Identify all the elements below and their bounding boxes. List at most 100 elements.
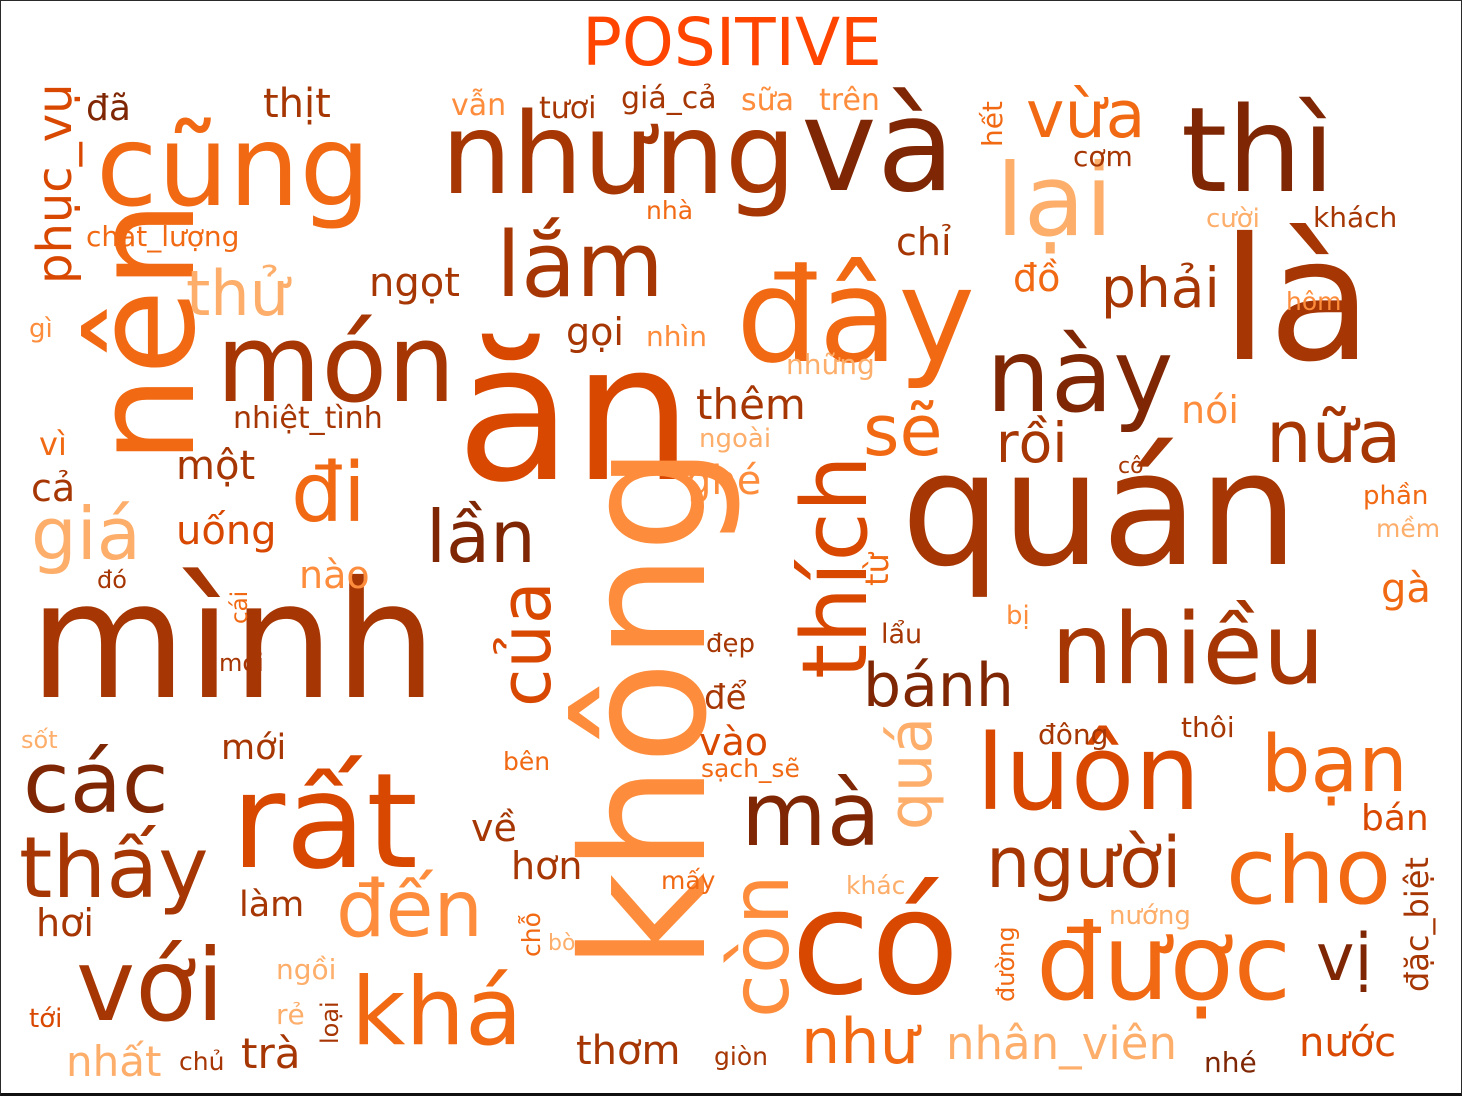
- word: nhiệt_tình: [233, 401, 383, 436]
- word: một: [176, 443, 256, 489]
- word: thôi: [1181, 711, 1235, 744]
- word: nào: [299, 553, 370, 597]
- word: các: [23, 734, 169, 833]
- word: chỉ: [896, 220, 952, 264]
- word: cả: [31, 466, 76, 510]
- word: từ: [858, 553, 896, 587]
- word: nhân_viên: [946, 1017, 1177, 1070]
- word: trà: [241, 1029, 301, 1078]
- word: vẫn: [451, 88, 507, 123]
- word: mới: [221, 728, 287, 768]
- word: chất_lượng: [86, 220, 240, 253]
- word: hôm: [1286, 287, 1342, 316]
- word: chủ: [179, 1047, 225, 1076]
- word: đến: [336, 865, 483, 955]
- word: đồ: [1013, 256, 1061, 300]
- word: sẽ: [863, 390, 943, 472]
- word: mà: [741, 763, 881, 866]
- word: cười: [1206, 204, 1260, 234]
- word: tươi: [539, 91, 597, 126]
- word: hơi: [36, 901, 94, 945]
- word: đông: [1038, 718, 1109, 751]
- word: nướng: [1109, 901, 1191, 931]
- word: cơm: [1073, 140, 1133, 173]
- word: là: [1221, 202, 1373, 400]
- word: bò: [548, 931, 576, 956]
- word: nhiều: [1051, 593, 1325, 707]
- word: lần: [426, 495, 536, 579]
- word: như: [801, 1005, 919, 1078]
- word: bị: [1006, 601, 1030, 631]
- word: giá: [31, 492, 141, 576]
- word: ngồi: [276, 953, 337, 986]
- word: vị: [1316, 921, 1373, 996]
- word: đó: [97, 566, 127, 594]
- word: sữa: [741, 83, 795, 118]
- word: cái: [227, 590, 253, 624]
- word: chỗ: [517, 912, 546, 958]
- word: cho: [1226, 818, 1392, 925]
- word: bên: [503, 747, 551, 776]
- word: phục_vụ: [27, 83, 83, 284]
- word: để: [704, 678, 747, 718]
- word: nước: [1299, 1020, 1397, 1066]
- word: giá_cả: [621, 81, 717, 116]
- word: lại: [996, 142, 1113, 259]
- word: gọi: [566, 310, 624, 354]
- word: khách: [1313, 201, 1398, 234]
- word: vừa: [1026, 78, 1146, 153]
- word: này: [986, 317, 1174, 436]
- word: đẹp: [706, 629, 756, 659]
- word: loại: [316, 1001, 344, 1044]
- word: được: [1036, 902, 1292, 1024]
- word: ngọt: [369, 260, 460, 306]
- word: ngoài: [699, 424, 772, 454]
- word: đã: [86, 88, 131, 129]
- word: nhìn: [646, 320, 708, 353]
- word: cô: [1118, 454, 1144, 479]
- word: đường: [992, 926, 1020, 1002]
- word: thấy: [19, 819, 209, 918]
- word: hết: [976, 101, 1009, 148]
- word: của: [485, 580, 567, 707]
- word: luôn: [976, 712, 1201, 834]
- word: lẩu: [881, 619, 923, 650]
- word: gà: [1381, 566, 1431, 612]
- word: cũng: [96, 102, 371, 232]
- word: còn: [714, 874, 807, 1018]
- word: vào: [699, 720, 769, 764]
- word: bán: [1361, 798, 1429, 839]
- word: nhé: [1204, 1046, 1257, 1079]
- word: hơn: [511, 844, 583, 888]
- word: nhưng: [441, 90, 797, 220]
- word: đây: [736, 240, 976, 392]
- word: với: [76, 927, 225, 1044]
- word: rất: [231, 745, 418, 899]
- word: đi: [291, 446, 366, 541]
- chart-title: POSITIVE: [582, 4, 882, 81]
- word: những: [786, 348, 875, 381]
- word: nhất: [66, 1037, 162, 1086]
- word: mấy: [661, 866, 716, 895]
- word: mọi: [219, 649, 264, 677]
- word: khác: [846, 871, 906, 900]
- word: khá: [351, 958, 523, 1067]
- word: uống: [176, 508, 277, 554]
- word: nói: [1181, 388, 1239, 432]
- word: nhà: [646, 196, 694, 225]
- word: phần: [1363, 481, 1429, 511]
- word: trên: [819, 83, 880, 118]
- word: người: [986, 822, 1182, 904]
- word: quán: [901, 418, 1299, 602]
- word: sốt: [21, 726, 58, 754]
- word: bạn: [1261, 720, 1408, 810]
- word: rẻ: [276, 998, 305, 1031]
- word: thơm: [576, 1028, 681, 1074]
- word: làm: [239, 885, 305, 925]
- word: giòn: [714, 1042, 768, 1071]
- word: đặc_biệt: [1398, 856, 1436, 992]
- word: sạch_sẽ: [701, 754, 800, 783]
- word: thịt: [263, 81, 331, 127]
